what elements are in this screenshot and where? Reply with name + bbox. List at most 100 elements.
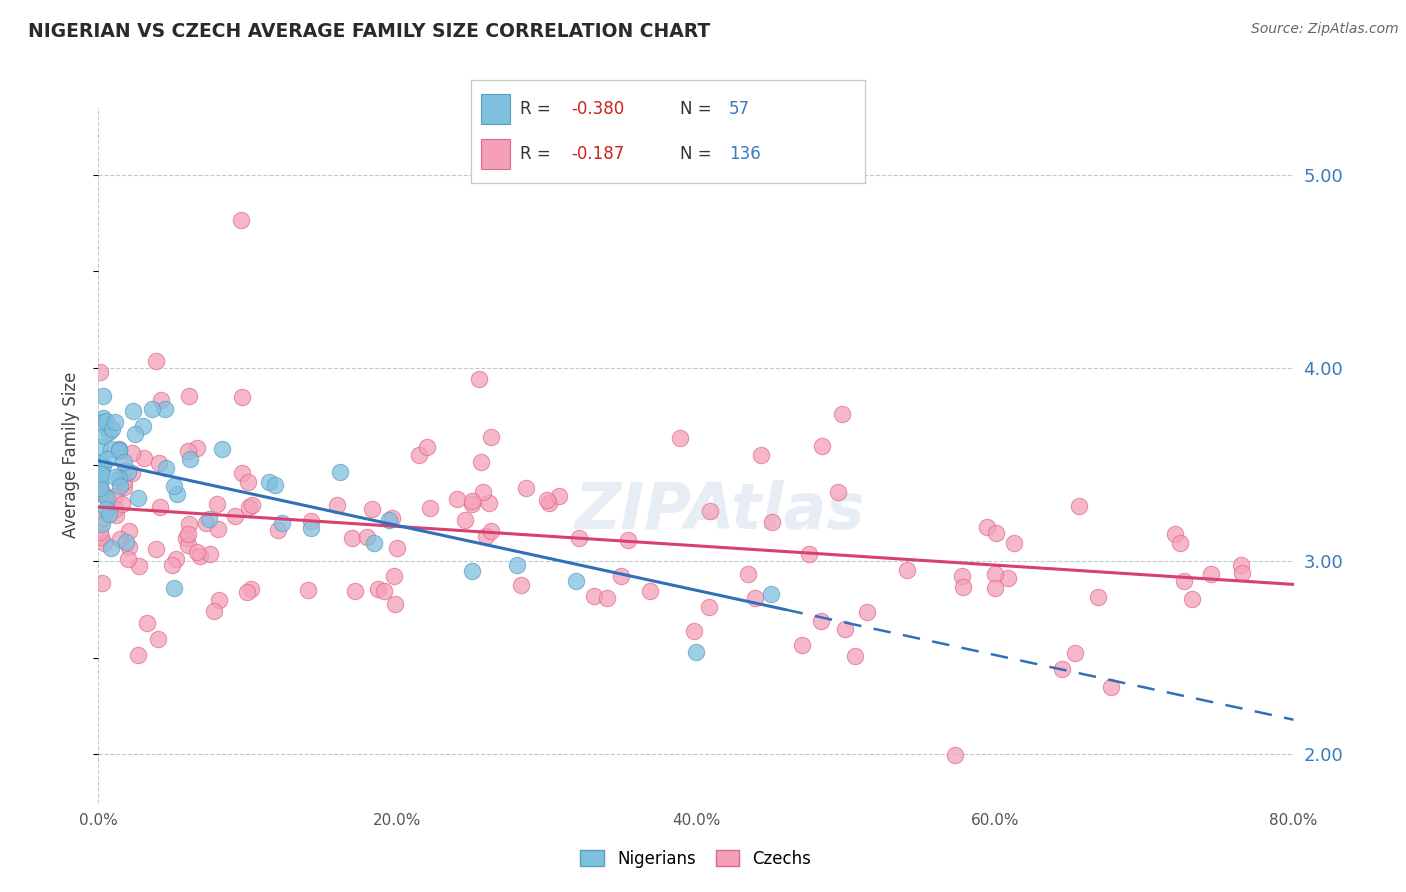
Y-axis label: Average Family Size: Average Family Size (62, 372, 80, 538)
Point (454, 513, 477, 527)
Point (177, 389, 200, 403)
Point (737, 566, 759, 581)
Point (356, 530, 378, 544)
Point (195, 516, 218, 530)
Point (97, 425, 120, 439)
Point (976, 520, 998, 534)
Point (536, 493, 558, 508)
Point (896, 562, 918, 576)
Point (596, 591, 619, 605)
Point (108, 442, 131, 457)
Point (100, 541, 122, 555)
Point (301, 521, 323, 535)
Point (96, 502, 118, 516)
Point (89, 456, 111, 470)
Point (236, 475, 259, 490)
Point (834, 623, 856, 637)
Point (565, 574, 588, 588)
Point (91, 389, 114, 403)
Point (329, 465, 352, 479)
Point (165, 552, 187, 566)
Point (186, 545, 208, 559)
Point (128, 559, 150, 574)
Text: NIGERIAN VS CZECH AVERAGE FAMILY SIZE CORRELATION CHART: NIGERIAN VS CZECH AVERAGE FAMILY SIZE CO… (28, 22, 710, 41)
Point (177, 517, 200, 532)
Point (509, 578, 531, 592)
Point (616, 533, 638, 547)
Point (117, 540, 139, 554)
Point (367, 582, 389, 596)
Point (90, 462, 112, 476)
Point (997, 571, 1019, 585)
Point (1052, 662, 1074, 676)
Point (257, 475, 280, 490)
Point (91, 511, 114, 525)
Point (100, 442, 122, 457)
Point (93, 458, 115, 472)
Point (1168, 535, 1191, 549)
Text: 136: 136 (728, 145, 761, 163)
Point (208, 593, 231, 607)
Point (610, 569, 633, 583)
Point (943, 748, 966, 763)
Point (240, 498, 263, 512)
Point (382, 568, 405, 582)
Point (984, 581, 1007, 595)
Point (297, 582, 319, 597)
Point (685, 645, 707, 659)
Point (475, 529, 498, 543)
Point (115, 534, 138, 549)
Point (198, 547, 221, 561)
Point (986, 525, 1008, 540)
Point (831, 407, 853, 421)
Point (101, 422, 124, 436)
Point (104, 508, 127, 522)
Point (419, 500, 441, 515)
Point (177, 444, 200, 458)
Point (118, 524, 141, 539)
Point (121, 466, 143, 480)
Bar (481, 139, 510, 169)
Point (107, 442, 129, 457)
Point (479, 430, 502, 444)
Bar (481, 94, 510, 124)
Point (93, 429, 115, 443)
Text: 57: 57 (728, 100, 749, 118)
Point (1063, 646, 1085, 660)
Point (94, 414, 117, 428)
Point (90, 467, 112, 481)
Point (132, 451, 155, 466)
Point (96, 451, 118, 466)
Point (111, 497, 134, 511)
Point (179, 451, 201, 466)
Point (264, 478, 287, 492)
Point (163, 582, 186, 596)
Point (446, 491, 468, 506)
Point (984, 567, 1007, 582)
Text: Source: ZipAtlas.com: Source: ZipAtlas.com (1251, 22, 1399, 37)
Point (229, 213, 252, 227)
Point (117, 552, 139, 566)
Point (136, 615, 159, 630)
Point (271, 516, 294, 530)
Point (1173, 574, 1195, 588)
Point (384, 597, 406, 611)
Point (548, 489, 571, 503)
Point (231, 467, 253, 481)
Point (844, 648, 866, 663)
Point (373, 583, 395, 598)
Point (97, 507, 120, 521)
Text: -0.187: -0.187 (571, 145, 624, 163)
Point (952, 580, 974, 594)
Point (697, 599, 720, 614)
Point (211, 442, 233, 456)
Point (790, 638, 813, 652)
Point (640, 584, 662, 599)
Point (163, 479, 186, 493)
Point (416, 440, 439, 454)
Point (89, 440, 111, 454)
Point (471, 485, 494, 500)
Point (104, 502, 127, 516)
Point (238, 500, 260, 515)
Point (186, 441, 208, 455)
